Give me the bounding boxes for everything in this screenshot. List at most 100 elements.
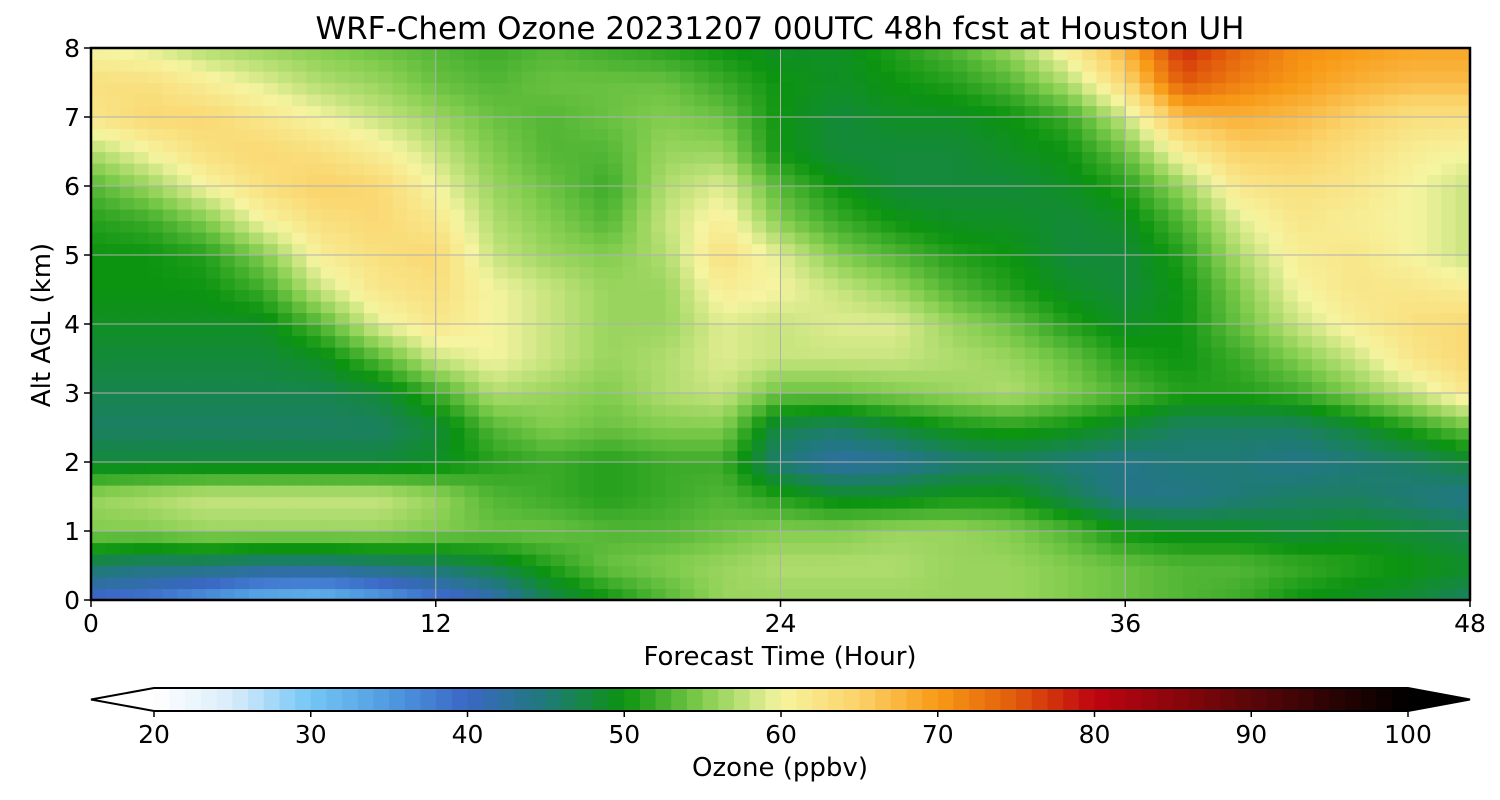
heatmap-cell — [493, 266, 509, 279]
heatmap-cell — [995, 105, 1011, 118]
colorbar-segment — [1110, 688, 1127, 711]
heatmap-cell — [1096, 71, 1112, 84]
heatmap-cell — [134, 197, 150, 210]
heatmap-cell — [407, 542, 422, 555]
heatmap-cell — [665, 255, 681, 268]
heatmap-cell — [392, 393, 408, 406]
heatmap-cell — [148, 163, 164, 176]
heatmap-cell — [306, 48, 322, 61]
heatmap-cell — [1053, 588, 1069, 600]
heatmap-cell — [263, 117, 279, 130]
heatmap-cell — [723, 531, 738, 544]
heatmap-cell — [1383, 450, 1399, 463]
heatmap-cell — [1039, 312, 1055, 325]
heatmap-cell — [694, 519, 710, 532]
heatmap-cell — [895, 94, 911, 107]
heatmap-cell — [895, 324, 911, 337]
heatmap-cell — [205, 71, 221, 84]
heatmap-cell — [1398, 404, 1414, 417]
heatmap-cell — [335, 485, 351, 498]
heatmap-cell — [105, 577, 121, 590]
heatmap-cell — [234, 243, 250, 256]
heatmap-cell — [493, 519, 509, 532]
heatmap-cell — [1283, 255, 1299, 268]
heatmap-cell — [766, 324, 782, 337]
heatmap-cell — [1254, 163, 1270, 176]
heatmap-cell — [464, 393, 480, 406]
heatmap-cell — [751, 473, 767, 486]
heatmap-cell — [177, 542, 193, 555]
heatmap-cell — [924, 439, 940, 452]
heatmap-cell — [234, 289, 250, 302]
heatmap-cell — [1297, 105, 1313, 118]
heatmap-cell — [1441, 358, 1457, 371]
heatmap-cell — [91, 381, 106, 394]
heatmap-cell — [837, 197, 853, 210]
heatmap-cell — [91, 554, 106, 567]
heatmap-cell — [967, 94, 983, 107]
heatmap-cell — [1311, 450, 1327, 463]
heatmap-cell — [1383, 347, 1399, 360]
heatmap-cell — [995, 531, 1011, 544]
heatmap-cell — [1240, 577, 1256, 590]
heatmap-cell — [809, 163, 825, 176]
heatmap-cell — [794, 163, 810, 176]
heatmap-cell — [737, 174, 753, 187]
heatmap-cell — [837, 473, 853, 486]
heatmap-cell — [292, 496, 308, 509]
heatmap-cell — [1311, 301, 1327, 314]
heatmap-cell — [679, 531, 695, 544]
heatmap-cell — [292, 220, 308, 233]
heatmap-cell — [593, 416, 609, 429]
heatmap-cell — [378, 393, 394, 406]
heatmap-cell — [694, 393, 710, 406]
heatmap-cell — [665, 508, 681, 521]
heatmap-cell — [162, 94, 178, 107]
heatmap-cell — [335, 450, 351, 463]
heatmap-cell — [794, 243, 810, 256]
heatmap-cell — [1024, 163, 1040, 176]
heatmap-cell — [119, 174, 135, 187]
heatmap-cell — [349, 554, 365, 567]
heatmap-cell — [421, 59, 437, 72]
heatmap-cell — [895, 312, 911, 325]
heatmap-cell — [1326, 427, 1342, 440]
heatmap-cell — [148, 450, 164, 463]
heatmap-cell — [1225, 232, 1241, 245]
heatmap-cell — [737, 243, 753, 256]
heatmap-cell — [766, 128, 782, 141]
heatmap-cell — [938, 255, 954, 268]
heatmap-cell — [292, 278, 308, 291]
heatmap-cell — [924, 531, 940, 544]
heatmap-cell — [205, 485, 221, 498]
heatmap-cell — [1340, 186, 1356, 199]
heatmap-cell — [1254, 59, 1270, 72]
heatmap-cell — [349, 347, 365, 360]
heatmap-cell — [134, 255, 150, 268]
heatmap-cell — [579, 266, 595, 279]
heatmap-cell — [148, 312, 164, 325]
heatmap-cell — [306, 542, 322, 555]
heatmap-cell — [105, 163, 121, 176]
heatmap-cell — [1225, 462, 1241, 475]
heatmap-cell — [162, 485, 178, 498]
heatmap-cell — [708, 542, 724, 555]
heatmap-cell — [320, 48, 336, 61]
heatmap-cell — [909, 174, 925, 187]
heatmap-cell — [593, 519, 609, 532]
heatmap-cell — [593, 358, 609, 371]
heatmap-cell — [995, 117, 1011, 130]
heatmap-cell — [1197, 531, 1213, 544]
heatmap-cell — [1182, 71, 1198, 84]
heatmap-cell — [1283, 542, 1299, 555]
heatmap-cell — [794, 174, 810, 187]
heatmap-cell — [162, 117, 178, 130]
colorbar-segment — [639, 688, 657, 711]
heatmap-cell — [852, 462, 868, 475]
heatmap-cell — [780, 59, 796, 72]
heatmap-cell — [407, 255, 422, 268]
heatmap-cell — [823, 243, 839, 256]
heatmap-cell — [1311, 496, 1327, 509]
heatmap-cell — [751, 220, 767, 233]
heatmap-cell — [823, 554, 839, 567]
